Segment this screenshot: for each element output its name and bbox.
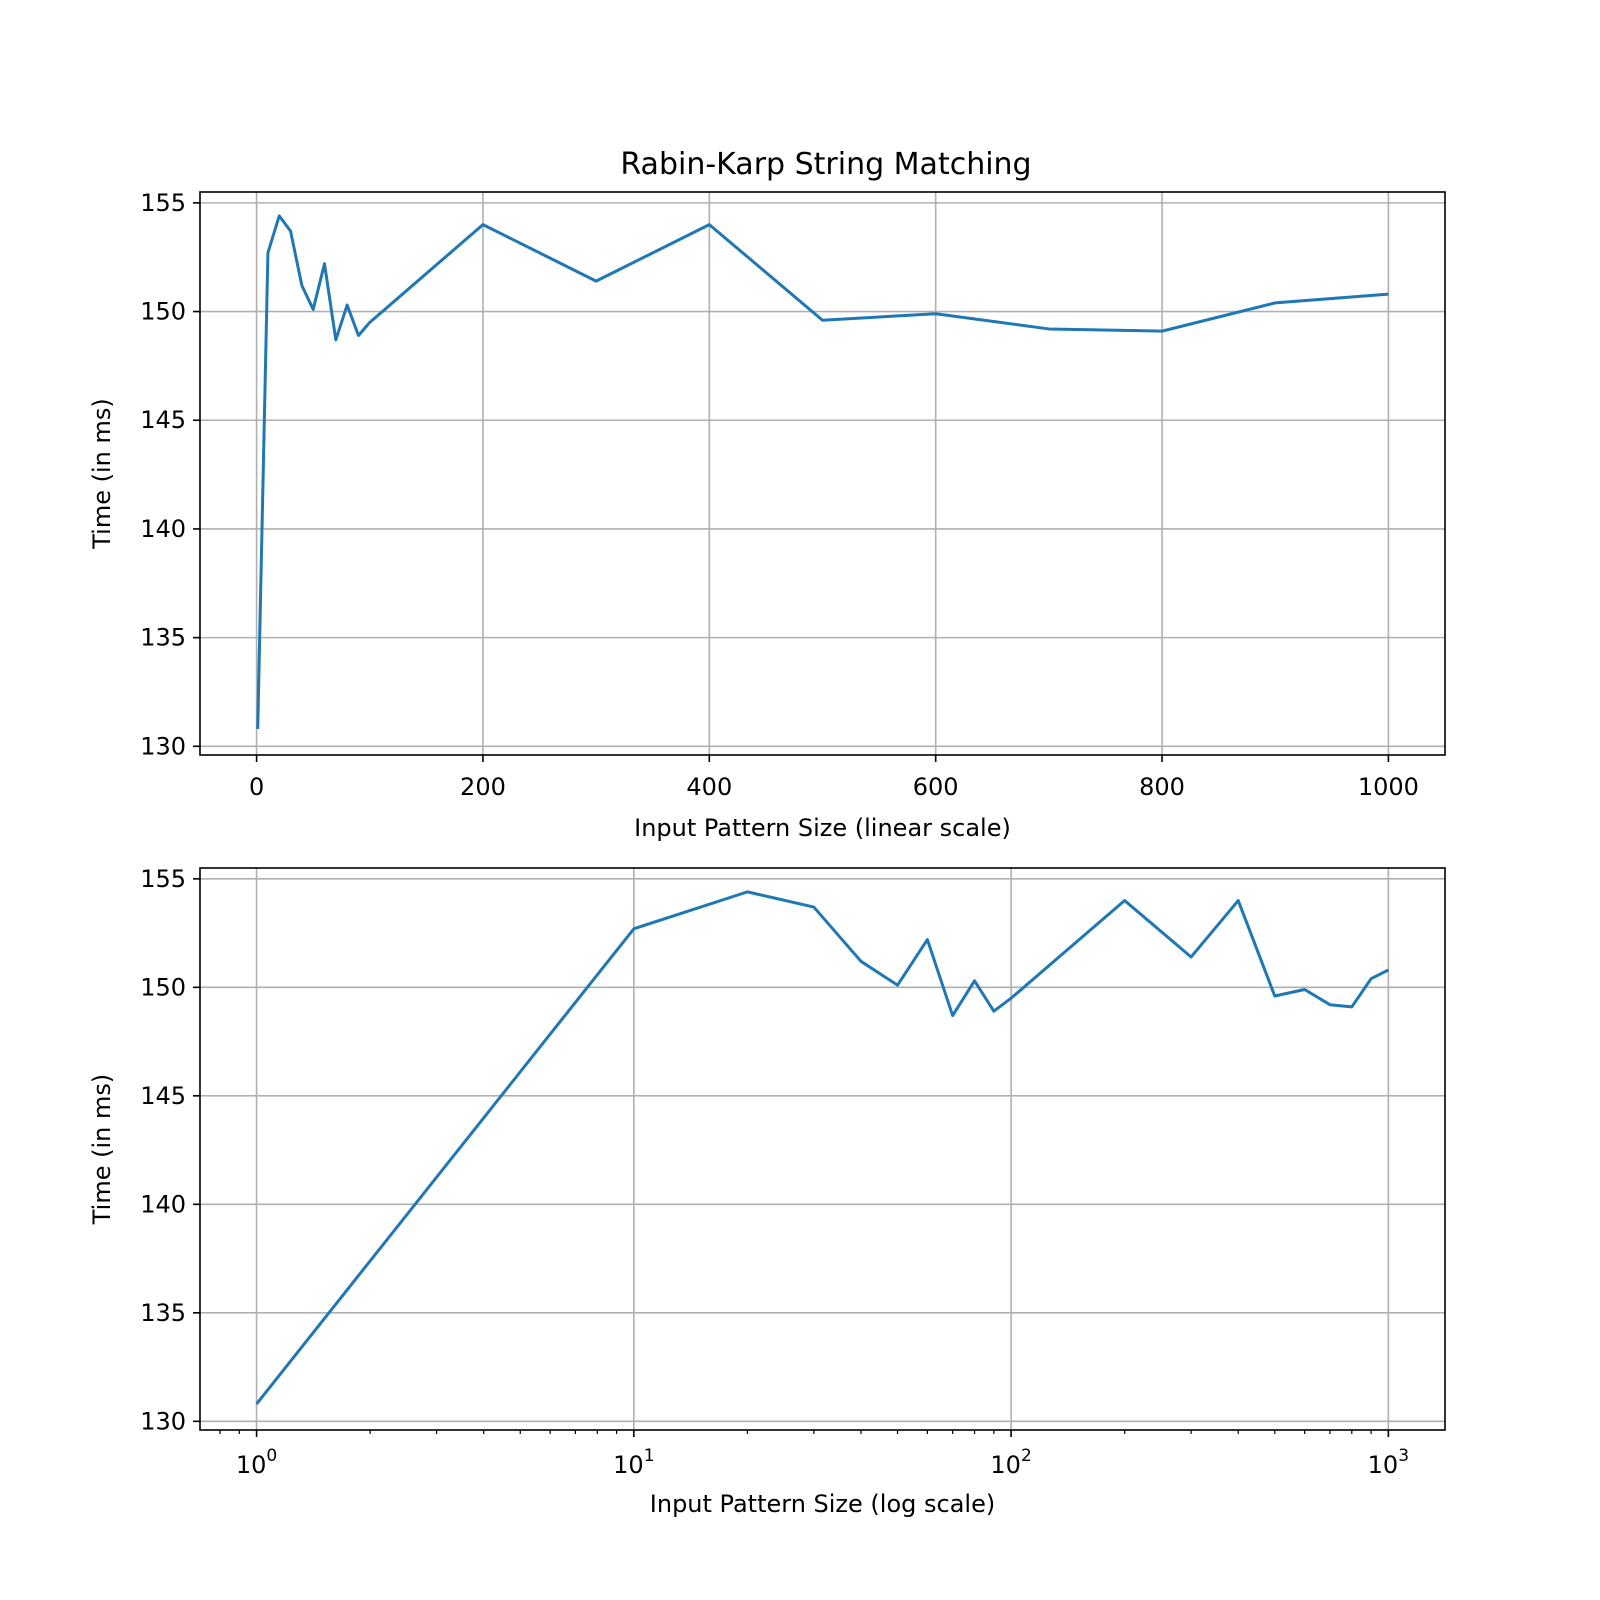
- y-tick-label: 130: [140, 1407, 186, 1435]
- series-line: [255, 890, 1390, 1405]
- series-line: [256, 214, 1389, 729]
- y-tick-label: 140: [140, 1190, 186, 1218]
- x-tick-label: 102: [990, 1446, 1031, 1479]
- x-axis-label: Input Pattern Size (linear scale): [634, 814, 1011, 842]
- y-tick-label: 150: [140, 298, 186, 326]
- y-tick-label: 145: [140, 406, 186, 434]
- y-tick-label: 150: [140, 973, 186, 1001]
- y-tick-label: 155: [140, 189, 186, 217]
- x-tick-label: 600: [913, 773, 959, 801]
- chart-title: Rabin-Karp String Matching: [620, 147, 1031, 182]
- y-tick-label: 155: [140, 865, 186, 893]
- y-tick-label: 145: [140, 1082, 186, 1110]
- y-tick-label: 135: [140, 624, 186, 652]
- y-tick-label: 140: [140, 515, 186, 543]
- linear-scale-plot: 0 200 400 600 800 1000 130 135 140 145 150 155 Input…: [88, 189, 1446, 842]
- x-tick-label: 100: [236, 1446, 277, 1479]
- x-tick-label: 0: [249, 773, 264, 801]
- x-tick-label: 101: [613, 1446, 654, 1479]
- x-axis-label: Input Pattern Size (log scale): [650, 1490, 995, 1518]
- y-axis-label: Time (in ms): [88, 1074, 116, 1225]
- log-scale-plot: 100 101 102 103 130 135 140 145 150 155 Input Patt…: [88, 865, 1446, 1518]
- axes-frame: [199, 191, 1446, 756]
- x-tick-label: 200: [460, 773, 506, 801]
- x-tick-label: 1000: [1358, 773, 1419, 801]
- y-axis-label: Time (in ms): [88, 398, 116, 549]
- axes-frame: [199, 867, 1446, 1431]
- x-tick-label: 400: [686, 773, 732, 801]
- y-tick-label: 130: [140, 732, 186, 760]
- x-tick-label: 103: [1368, 1446, 1409, 1479]
- x-tick-label: 800: [1139, 773, 1185, 801]
- y-tick-label: 135: [140, 1299, 186, 1327]
